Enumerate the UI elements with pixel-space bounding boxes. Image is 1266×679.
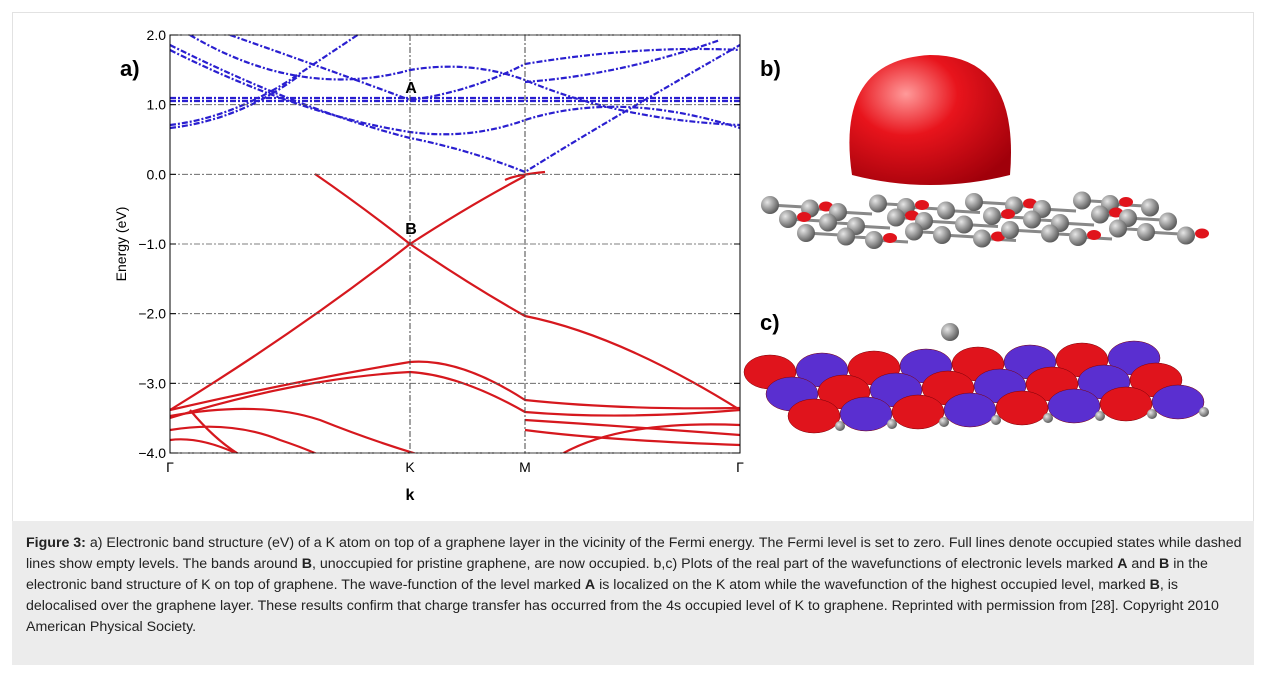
caption-bold: B bbox=[1159, 556, 1170, 572]
bands bbox=[170, 35, 740, 453]
graphene-layer bbox=[761, 191, 1209, 249]
caption-text: , unoccupied for pristine graphene, are … bbox=[312, 556, 1118, 572]
y-tick-label: 1.0 bbox=[147, 97, 167, 113]
figure-art: a) A B Energy (eV) k 2.0 1.0 0.0 −1.0 −2.0 −3… bbox=[113, 27, 1209, 504]
panel-b: b) bbox=[760, 55, 1209, 249]
carbon-atom bbox=[1073, 191, 1091, 210]
band-plot: a) A B Energy (eV) k 2.0 1.0 0.0 −1.0 −2.0 −3… bbox=[113, 27, 744, 504]
annotation: B bbox=[405, 221, 417, 238]
y-tick-label: −1.0 bbox=[138, 236, 166, 252]
carbon-atom bbox=[1137, 223, 1155, 241]
carbon-atom bbox=[1023, 210, 1041, 229]
empty-bands bbox=[170, 35, 740, 174]
carbon-atom bbox=[819, 213, 837, 232]
k-atom bbox=[941, 323, 959, 341]
lobe bbox=[905, 210, 919, 221]
lobe bbox=[1195, 228, 1209, 239]
panel-c: c) bbox=[743, 310, 1209, 434]
lobe bbox=[883, 233, 897, 243]
carbon-atom bbox=[937, 201, 955, 220]
carbon-atom bbox=[983, 207, 1001, 225]
caption-text: is localized on the K atom while the wav… bbox=[595, 577, 1150, 593]
x-tick-label: Γ bbox=[736, 459, 744, 475]
x-axis-label: k bbox=[406, 487, 415, 504]
panel-label: a) bbox=[120, 56, 140, 81]
wavefunction-a bbox=[849, 55, 1011, 185]
carbon-atom bbox=[1069, 228, 1087, 246]
carbon-atom bbox=[991, 415, 1001, 425]
carbon-atom bbox=[887, 419, 897, 429]
lobe bbox=[839, 396, 893, 432]
caption-bold: B bbox=[1149, 577, 1160, 593]
occupied-bands bbox=[170, 170, 740, 453]
lobe bbox=[1023, 198, 1037, 209]
carbon-atom bbox=[1001, 221, 1019, 239]
lobe bbox=[1151, 384, 1205, 420]
x-tick-label: M bbox=[519, 459, 531, 475]
lobe bbox=[1119, 197, 1133, 207]
lobe bbox=[787, 398, 841, 434]
carbon-atom bbox=[955, 215, 973, 234]
carbon-atom bbox=[869, 194, 887, 213]
lobe bbox=[995, 390, 1049, 426]
carbon-atom bbox=[939, 417, 949, 427]
y-tick-label: −3.0 bbox=[138, 375, 166, 391]
carbon-atom bbox=[1159, 212, 1177, 231]
lobe bbox=[797, 212, 811, 222]
caption-bold: B bbox=[301, 556, 313, 572]
caption-bold: Figure 3: bbox=[26, 535, 86, 551]
lobe bbox=[991, 231, 1005, 242]
carbon-atom bbox=[1147, 409, 1157, 419]
carbon-atom bbox=[761, 196, 779, 214]
y-axis-label: Energy (eV) bbox=[113, 207, 129, 282]
figure-caption: Figure 3: a) Electronic band structure (… bbox=[12, 521, 1254, 665]
lobe bbox=[943, 392, 997, 428]
lobe bbox=[891, 394, 945, 430]
lobe bbox=[1099, 386, 1153, 422]
y-tick-label: −2.0 bbox=[138, 306, 166, 322]
caption-text: in the electronic band structure of K on… bbox=[26, 556, 1208, 593]
figure bbox=[12, 12, 1254, 521]
lobe bbox=[819, 201, 833, 212]
carbon-atom bbox=[1199, 407, 1209, 417]
carbon-atom bbox=[865, 231, 883, 249]
y-tick-label: 0.0 bbox=[147, 166, 167, 182]
carbon-atom bbox=[973, 229, 991, 248]
annotation: A bbox=[405, 80, 417, 97]
lobe bbox=[1001, 209, 1015, 219]
panel-label: c) bbox=[760, 310, 780, 335]
lobe bbox=[1047, 388, 1101, 424]
caption-text: , is delocalised over the graphene layer… bbox=[26, 577, 1219, 635]
carbon-atom bbox=[1177, 226, 1195, 245]
lobe bbox=[1087, 230, 1101, 240]
carbon-atom bbox=[797, 224, 815, 242]
carbon-atom bbox=[1043, 413, 1053, 423]
x-tick-label: Γ bbox=[166, 459, 174, 475]
caption-bold: A bbox=[1117, 556, 1128, 572]
carbon-atom bbox=[837, 227, 855, 246]
carbon-atom bbox=[1091, 205, 1109, 224]
carbon-atom bbox=[1109, 219, 1127, 238]
panel-label: b) bbox=[760, 56, 781, 81]
carbon-atom bbox=[933, 226, 951, 244]
y-tick-label: −4.0 bbox=[138, 445, 166, 461]
caption-bold: A bbox=[584, 577, 596, 593]
carbon-atom bbox=[1141, 198, 1159, 217]
carbon-atom bbox=[779, 210, 797, 228]
y-tick-label: 2.0 bbox=[147, 27, 167, 43]
carbon-atom bbox=[965, 193, 983, 211]
carbon-atom bbox=[835, 421, 845, 431]
carbon-atom bbox=[887, 208, 905, 227]
carbon-atom bbox=[1041, 224, 1059, 243]
carbon-atom bbox=[905, 222, 923, 241]
lobe bbox=[1109, 207, 1123, 218]
caption-text: and bbox=[1127, 556, 1160, 572]
carbon-atom bbox=[1095, 411, 1105, 421]
lobe bbox=[915, 200, 929, 210]
x-tick-label: K bbox=[405, 459, 415, 475]
caption-text: a) Electronic band structure (eV) of a K… bbox=[26, 535, 1242, 572]
wavefunction-b bbox=[743, 340, 1209, 434]
